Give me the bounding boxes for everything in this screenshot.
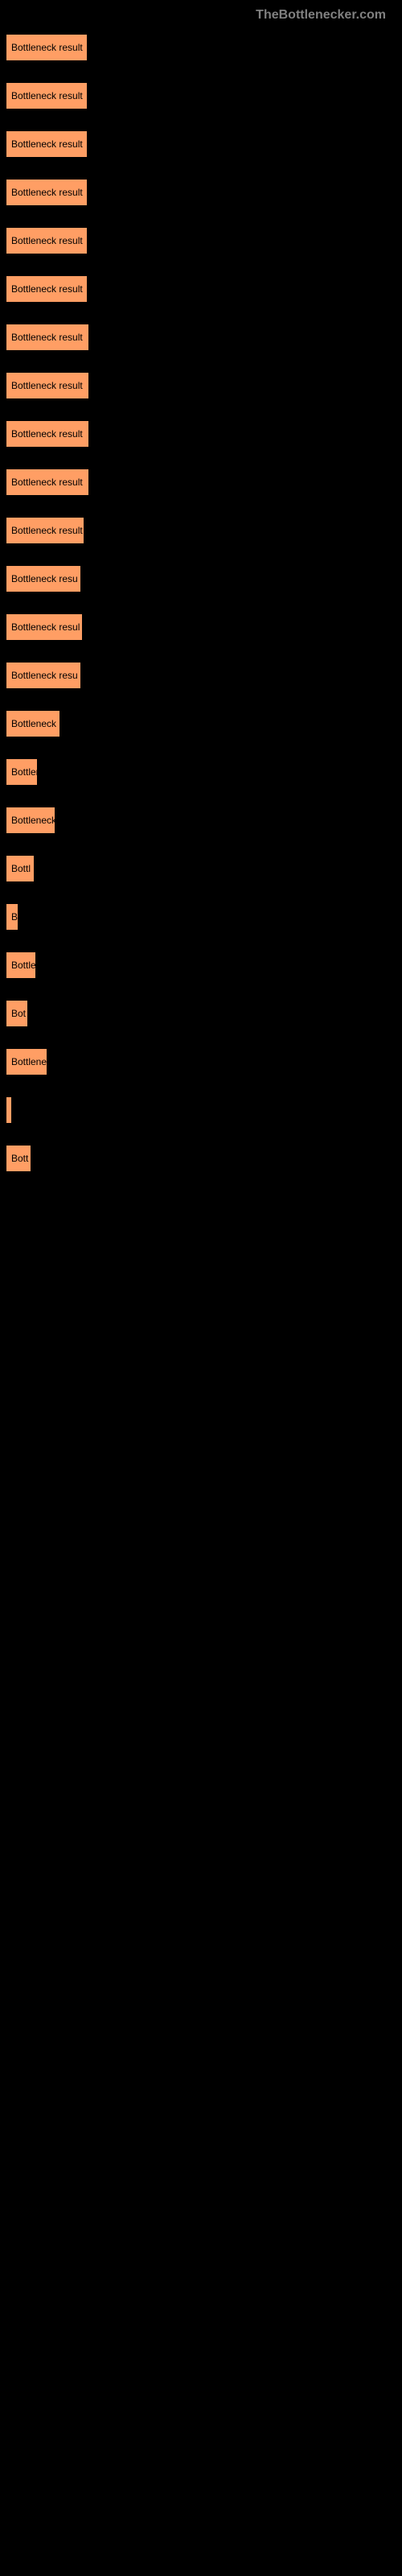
bar-item: Bottl	[3, 856, 402, 881]
chart-bar: B	[6, 904, 18, 930]
chart-bar: Bottleneck result	[6, 83, 87, 109]
bar-item: Bottleneck resu	[3, 663, 402, 688]
bar-item: Bottlene	[3, 1049, 402, 1075]
bar-item	[3, 1097, 402, 1123]
chart-bar: Bottleneck resul	[6, 614, 82, 640]
bar-item: Bottleneck	[3, 711, 402, 737]
bar-item: Bottleneck result	[3, 469, 402, 495]
bar-item: Bottleneck resul	[3, 614, 402, 640]
chart-bar: Bottleneck result	[6, 324, 88, 350]
bar-chart: Bottleneck result Bottleneck result Bottle…	[0, 35, 402, 1171]
bar-item: Bott	[3, 1146, 402, 1171]
chart-bar: Bottl	[6, 856, 34, 881]
bar-item: Bottleneck	[3, 807, 402, 833]
bar-item: Bottle	[3, 952, 402, 978]
chart-bar: Bottleneck result	[6, 373, 88, 398]
chart-bar: Bottleneck result	[6, 180, 87, 205]
bar-item: Bottleneck result	[3, 83, 402, 109]
bar-item: Bottleneck result	[3, 228, 402, 254]
bar-item: Bottleneck result	[3, 324, 402, 350]
chart-bar: Bottleneck result	[6, 421, 88, 447]
chart-bar: Bottleneck result	[6, 131, 87, 157]
chart-bar: Bottleneck result	[6, 228, 87, 254]
bar-item: Bottler	[3, 759, 402, 785]
chart-bar: Bottler	[6, 759, 37, 785]
chart-bar: Bottleneck	[6, 807, 55, 833]
bar-item: Bottleneck result	[3, 131, 402, 157]
bar-item: Bottleneck result	[3, 421, 402, 447]
chart-bar: Bottleneck result	[6, 518, 84, 543]
site-header: TheBottlenecker.com	[0, 8, 402, 23]
chart-bar: Bott	[6, 1146, 31, 1171]
bar-item: Bottleneck result	[3, 518, 402, 543]
chart-bar: Bottleneck result	[6, 35, 87, 60]
bar-item: Bottleneck result	[3, 276, 402, 302]
chart-bar: Bottle	[6, 952, 35, 978]
chart-bar: Bottleneck resu	[6, 663, 80, 688]
chart-bar: Bottleneck resu	[6, 566, 80, 592]
bar-item: Bottleneck result	[3, 180, 402, 205]
bar-item: Bottleneck result	[3, 373, 402, 398]
bar-item: Bot	[3, 1001, 402, 1026]
bar-item: Bottleneck resu	[3, 566, 402, 592]
chart-bar	[6, 1097, 11, 1123]
chart-bar: Bot	[6, 1001, 27, 1026]
bar-item: Bottleneck result	[3, 35, 402, 60]
chart-bar: Bottleneck result	[6, 469, 88, 495]
chart-bar: Bottleneck result	[6, 276, 87, 302]
chart-bar: Bottlene	[6, 1049, 47, 1075]
chart-bar: Bottleneck	[6, 711, 59, 737]
bar-item: B	[3, 904, 402, 930]
